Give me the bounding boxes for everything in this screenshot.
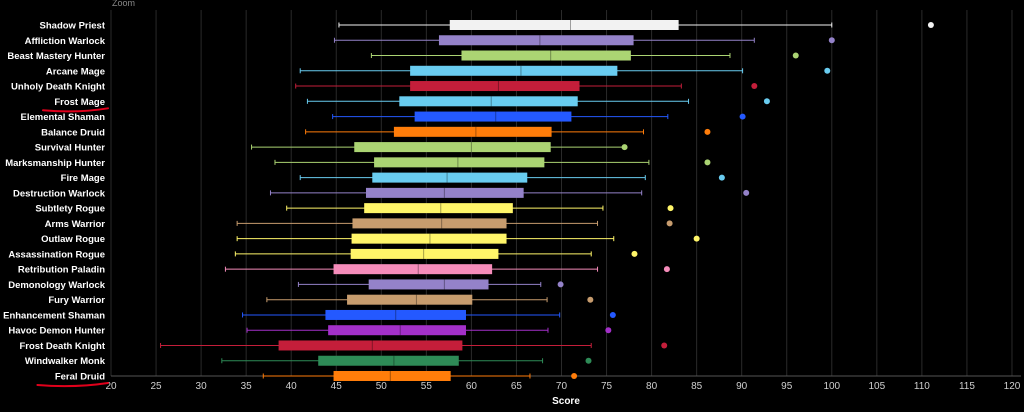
iqr-box — [354, 142, 551, 153]
outlier-point — [718, 174, 725, 181]
iqr-box — [449, 20, 679, 30]
outlier-point — [621, 144, 628, 151]
category-label: Fury Warrior — [48, 295, 105, 306]
iqr-box — [414, 111, 572, 122]
category-label: Destruction Warlock — [13, 188, 106, 199]
iqr-box — [347, 294, 473, 305]
category-label: Beast Mastery Hunter — [7, 51, 105, 62]
iqr-box — [410, 81, 580, 92]
iqr-box — [374, 157, 545, 168]
iqr-box — [333, 371, 451, 381]
category-label: Frost Death Knight — [20, 341, 106, 352]
iqr-box — [364, 203, 513, 214]
outlier-point — [631, 250, 638, 257]
category-label: Shadow Priest — [40, 21, 106, 32]
iqr-box — [368, 279, 489, 290]
outlier-point — [704, 128, 711, 135]
x-tick-label: 20 — [105, 381, 117, 392]
outlier-point — [666, 220, 673, 227]
iqr-box — [333, 264, 493, 275]
category-label: Windwalker Monk — [25, 356, 106, 367]
category-label: Demonology Warlock — [8, 280, 105, 291]
category-label: Frost Mage — [54, 97, 105, 108]
outlier-point — [571, 373, 578, 379]
x-tick-label: 75 — [601, 381, 613, 392]
outlier-point — [605, 327, 612, 334]
x-tick-label: 115 — [959, 381, 975, 392]
iqr-box — [350, 248, 499, 259]
outlier-point — [824, 67, 831, 74]
iqr-box — [351, 233, 507, 244]
category-label: Assassination Rogue — [8, 249, 105, 260]
outlier-point — [587, 296, 594, 303]
x-tick-label: 80 — [646, 381, 658, 392]
iqr-box — [372, 172, 528, 183]
iqr-box — [365, 187, 524, 198]
category-label: Enhancement Shaman — [3, 310, 105, 321]
iqr-box — [393, 126, 552, 137]
outlier-point — [693, 235, 700, 242]
outlier-point — [751, 83, 758, 90]
x-tick-label: 60 — [466, 381, 478, 392]
x-tick-label: 110 — [914, 381, 930, 392]
category-label: Retribution Paladin — [18, 265, 105, 276]
outlier-point — [585, 357, 592, 364]
outlier-point — [661, 342, 668, 349]
x-tick-label: 90 — [736, 381, 748, 392]
outlier-point — [743, 189, 750, 196]
x-tick-label: 120 — [1004, 381, 1021, 392]
outlier-point — [667, 205, 674, 212]
x-tick-label: 105 — [868, 381, 885, 392]
iqr-box — [461, 50, 631, 61]
outlier-point — [792, 52, 799, 59]
category-label: Outlaw Rogue — [41, 234, 105, 245]
x-tick-label: 85 — [691, 381, 703, 392]
iqr-box — [438, 35, 634, 46]
x-tick-label: 100 — [823, 381, 840, 392]
category-label: Arms Warrior — [45, 219, 106, 230]
outlier-point — [704, 159, 711, 166]
highlight-underline — [42, 107, 109, 113]
category-label: Survival Hunter — [35, 143, 106, 154]
outlier-point — [828, 37, 835, 44]
category-label: Feral Druid — [55, 372, 105, 383]
x-tick-label: 35 — [241, 381, 253, 392]
iqr-box — [410, 65, 618, 76]
zoom-label[interactable]: Zoom — [112, 0, 136, 8]
category-label: Subtlety Rogue — [35, 204, 105, 215]
x-tick-label: 95 — [781, 381, 793, 392]
iqr-box — [318, 355, 459, 366]
category-label: Havoc Demon Hunter — [8, 326, 105, 337]
iqr-box — [325, 309, 466, 320]
x-tick-label: 50 — [376, 381, 388, 392]
highlight-underline — [36, 382, 109, 388]
outlier-point — [609, 311, 616, 318]
category-label: Unholy Death Knight — [11, 82, 106, 93]
x-tick-label: 25 — [150, 381, 162, 392]
iqr-box — [399, 96, 578, 107]
outlier-point — [763, 98, 770, 105]
x-tick-label: 30 — [196, 381, 208, 392]
iqr-box — [278, 340, 463, 351]
outlier-point — [739, 113, 746, 120]
iqr-box — [352, 218, 507, 229]
category-label: Affliction Warlock — [25, 36, 106, 47]
iqr-box — [328, 325, 466, 336]
x-tick-label: 65 — [511, 381, 523, 392]
category-label: Elemental Shaman — [21, 112, 106, 123]
category-label: Marksmanship Hunter — [5, 158, 105, 169]
x-axis-title: Score — [552, 396, 580, 407]
x-tick-label: 45 — [331, 381, 343, 392]
outlier-point — [927, 22, 934, 28]
outlier-point — [663, 266, 670, 273]
x-tick-label: 55 — [421, 381, 433, 392]
category-label: Fire Mage — [61, 173, 105, 184]
category-label: Balance Druid — [41, 127, 105, 138]
outlier-point — [557, 281, 564, 288]
x-tick-label: 40 — [286, 381, 298, 392]
category-label: Arcane Mage — [46, 66, 105, 77]
x-tick-label: 70 — [556, 381, 568, 392]
